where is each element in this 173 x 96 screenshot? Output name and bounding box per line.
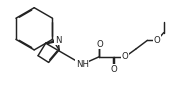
Text: O: O — [111, 65, 117, 74]
Text: NH: NH — [76, 60, 89, 69]
Text: N: N — [55, 36, 61, 45]
Text: O: O — [154, 36, 160, 45]
Text: O: O — [96, 40, 103, 49]
Text: O: O — [122, 52, 129, 61]
